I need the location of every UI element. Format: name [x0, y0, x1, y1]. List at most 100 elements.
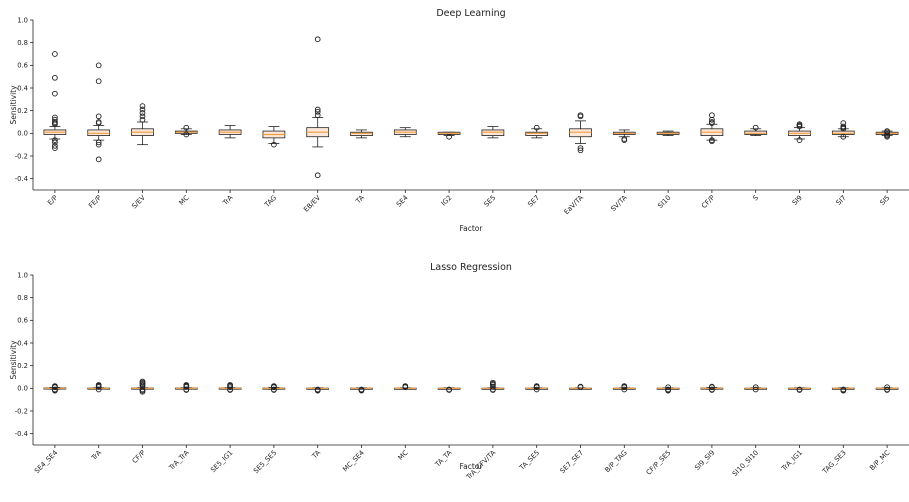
box-outlier-point	[271, 384, 277, 391]
box-outlier-point	[183, 387, 190, 393]
x-tick-label: SE4_SE4	[33, 449, 59, 475]
y-tick-label: 1.0	[17, 16, 28, 24]
y-tick-label: 0.6	[17, 62, 28, 70]
box-outlier-point	[271, 387, 277, 393]
box-outlier-point	[665, 384, 671, 391]
box-outlier-point	[183, 131, 190, 138]
box-outlier-point	[314, 36, 321, 43]
box-outlier-point	[709, 387, 715, 393]
y-tick-label: -0.4	[15, 175, 28, 183]
box-outlier-point	[139, 116, 146, 123]
x-tick-label: SI10_SI10	[731, 449, 760, 478]
box-outlier-point	[52, 139, 58, 146]
box-outlier-point	[183, 384, 190, 390]
y-tick-label: -0.2	[15, 152, 28, 160]
y-tick-label: 1.0	[17, 271, 28, 279]
x-tick-label: TA_TA	[433, 449, 454, 470]
box-outlier-point	[52, 145, 58, 151]
box-outlier-point	[446, 133, 452, 140]
x-tick-label: SE7	[526, 194, 541, 209]
box-outlier-point	[621, 384, 628, 391]
box-outlier-point	[95, 139, 102, 146]
box-outlier-point	[52, 90, 58, 97]
box-outlier-point	[709, 384, 715, 391]
box-outlier-point	[139, 113, 146, 120]
x-tick-label: EB/EV	[302, 194, 322, 214]
box-outlier-point	[752, 124, 759, 131]
y-tick-label: 0.0	[17, 385, 28, 393]
x-tick-label: SE5	[483, 194, 498, 209]
box-outlier-point	[577, 384, 584, 391]
box-outlier-point	[665, 387, 671, 394]
y-tick-label: 0.6	[17, 317, 28, 325]
box-outlier-point	[796, 123, 803, 130]
x-tick-label: MC	[397, 449, 410, 462]
box-outlier-point	[95, 156, 102, 163]
box-outlier-point	[52, 387, 58, 394]
x-tick-label: TrA	[221, 194, 235, 208]
box-outlier-point	[95, 386, 102, 393]
box-outlier-point	[402, 384, 409, 391]
y-tick-label: 0.2	[17, 362, 28, 370]
box-outlier-point	[709, 138, 715, 145]
box-outlier-point	[314, 387, 321, 394]
box-outlier-point	[95, 384, 102, 390]
box-outlier-point	[52, 142, 58, 149]
box-outlier-point	[139, 388, 146, 395]
box-outlier-point	[709, 120, 715, 126]
box-outlier-point	[709, 112, 715, 119]
y-tick-label: 0.0	[17, 130, 28, 138]
x-tick-label: TAG	[262, 194, 278, 210]
y-tick-label: 0.2	[17, 107, 28, 115]
box-outlier-point	[314, 106, 321, 113]
x-tick-label: TA	[354, 194, 366, 206]
box-outlier-point	[752, 384, 759, 391]
x-axis-label: Factor	[460, 462, 484, 471]
box-outlier-point	[446, 387, 452, 393]
x-tick-label: SI9_SI9	[693, 449, 716, 472]
box-outlier-point	[490, 387, 496, 393]
box-outlier-point	[227, 384, 233, 391]
x-tick-label: SI7	[835, 194, 848, 207]
box-outlier-point	[577, 145, 584, 151]
x-tick-label: SE4	[395, 194, 410, 209]
x-tick-label: CF/P	[700, 194, 716, 210]
box-outlier-point	[796, 137, 803, 143]
box-outlier-point	[533, 384, 540, 391]
box-outlier-point	[139, 106, 146, 113]
x-tick-label: CF/P	[131, 449, 147, 465]
x-tick-label: CF/P_SE5	[645, 449, 673, 477]
box-outlier-point	[139, 103, 146, 109]
box-outlier-point	[95, 62, 102, 69]
y-tick-label: 0.8	[17, 294, 28, 302]
box-outlier-point	[796, 387, 803, 393]
box-outlier-point	[752, 386, 759, 393]
x-tick-label: IG2	[440, 194, 454, 208]
box-outlier-point	[95, 113, 102, 120]
x-tick-label: MC	[178, 194, 191, 207]
box-outlier-point	[577, 113, 584, 120]
x-tick-label: S/EV	[130, 194, 147, 211]
x-tick-label: TrA	[89, 449, 103, 463]
box-outlier-point	[533, 386, 540, 393]
x-tick-label: SI5	[878, 194, 891, 207]
box-outlier-point	[183, 124, 190, 131]
x-tick-label: MC_SE4	[341, 449, 366, 474]
x-tick-label: B/P_TAG	[603, 449, 628, 474]
box-outlier-point	[884, 133, 890, 140]
box-outlier-point	[840, 125, 847, 132]
y-tick-label: -0.4	[15, 430, 28, 438]
box-outlier-point	[490, 383, 496, 390]
box-outlier-point	[884, 384, 890, 391]
box-outlier-point	[52, 74, 58, 81]
box-outlier-point	[52, 137, 58, 143]
y-tick-label: -0.2	[15, 407, 28, 415]
x-tick-label: TrA_TrA	[167, 449, 191, 473]
x-tick-label: TA	[310, 449, 322, 461]
x-tick-label: FE/P	[87, 194, 103, 210]
box-outlier-point	[577, 147, 584, 154]
box-outlier-point	[52, 121, 58, 128]
x-tick-label: SE5_SE5	[252, 449, 278, 475]
x-axis-label: Factor	[460, 224, 484, 233]
box-outlier-point	[271, 141, 277, 148]
